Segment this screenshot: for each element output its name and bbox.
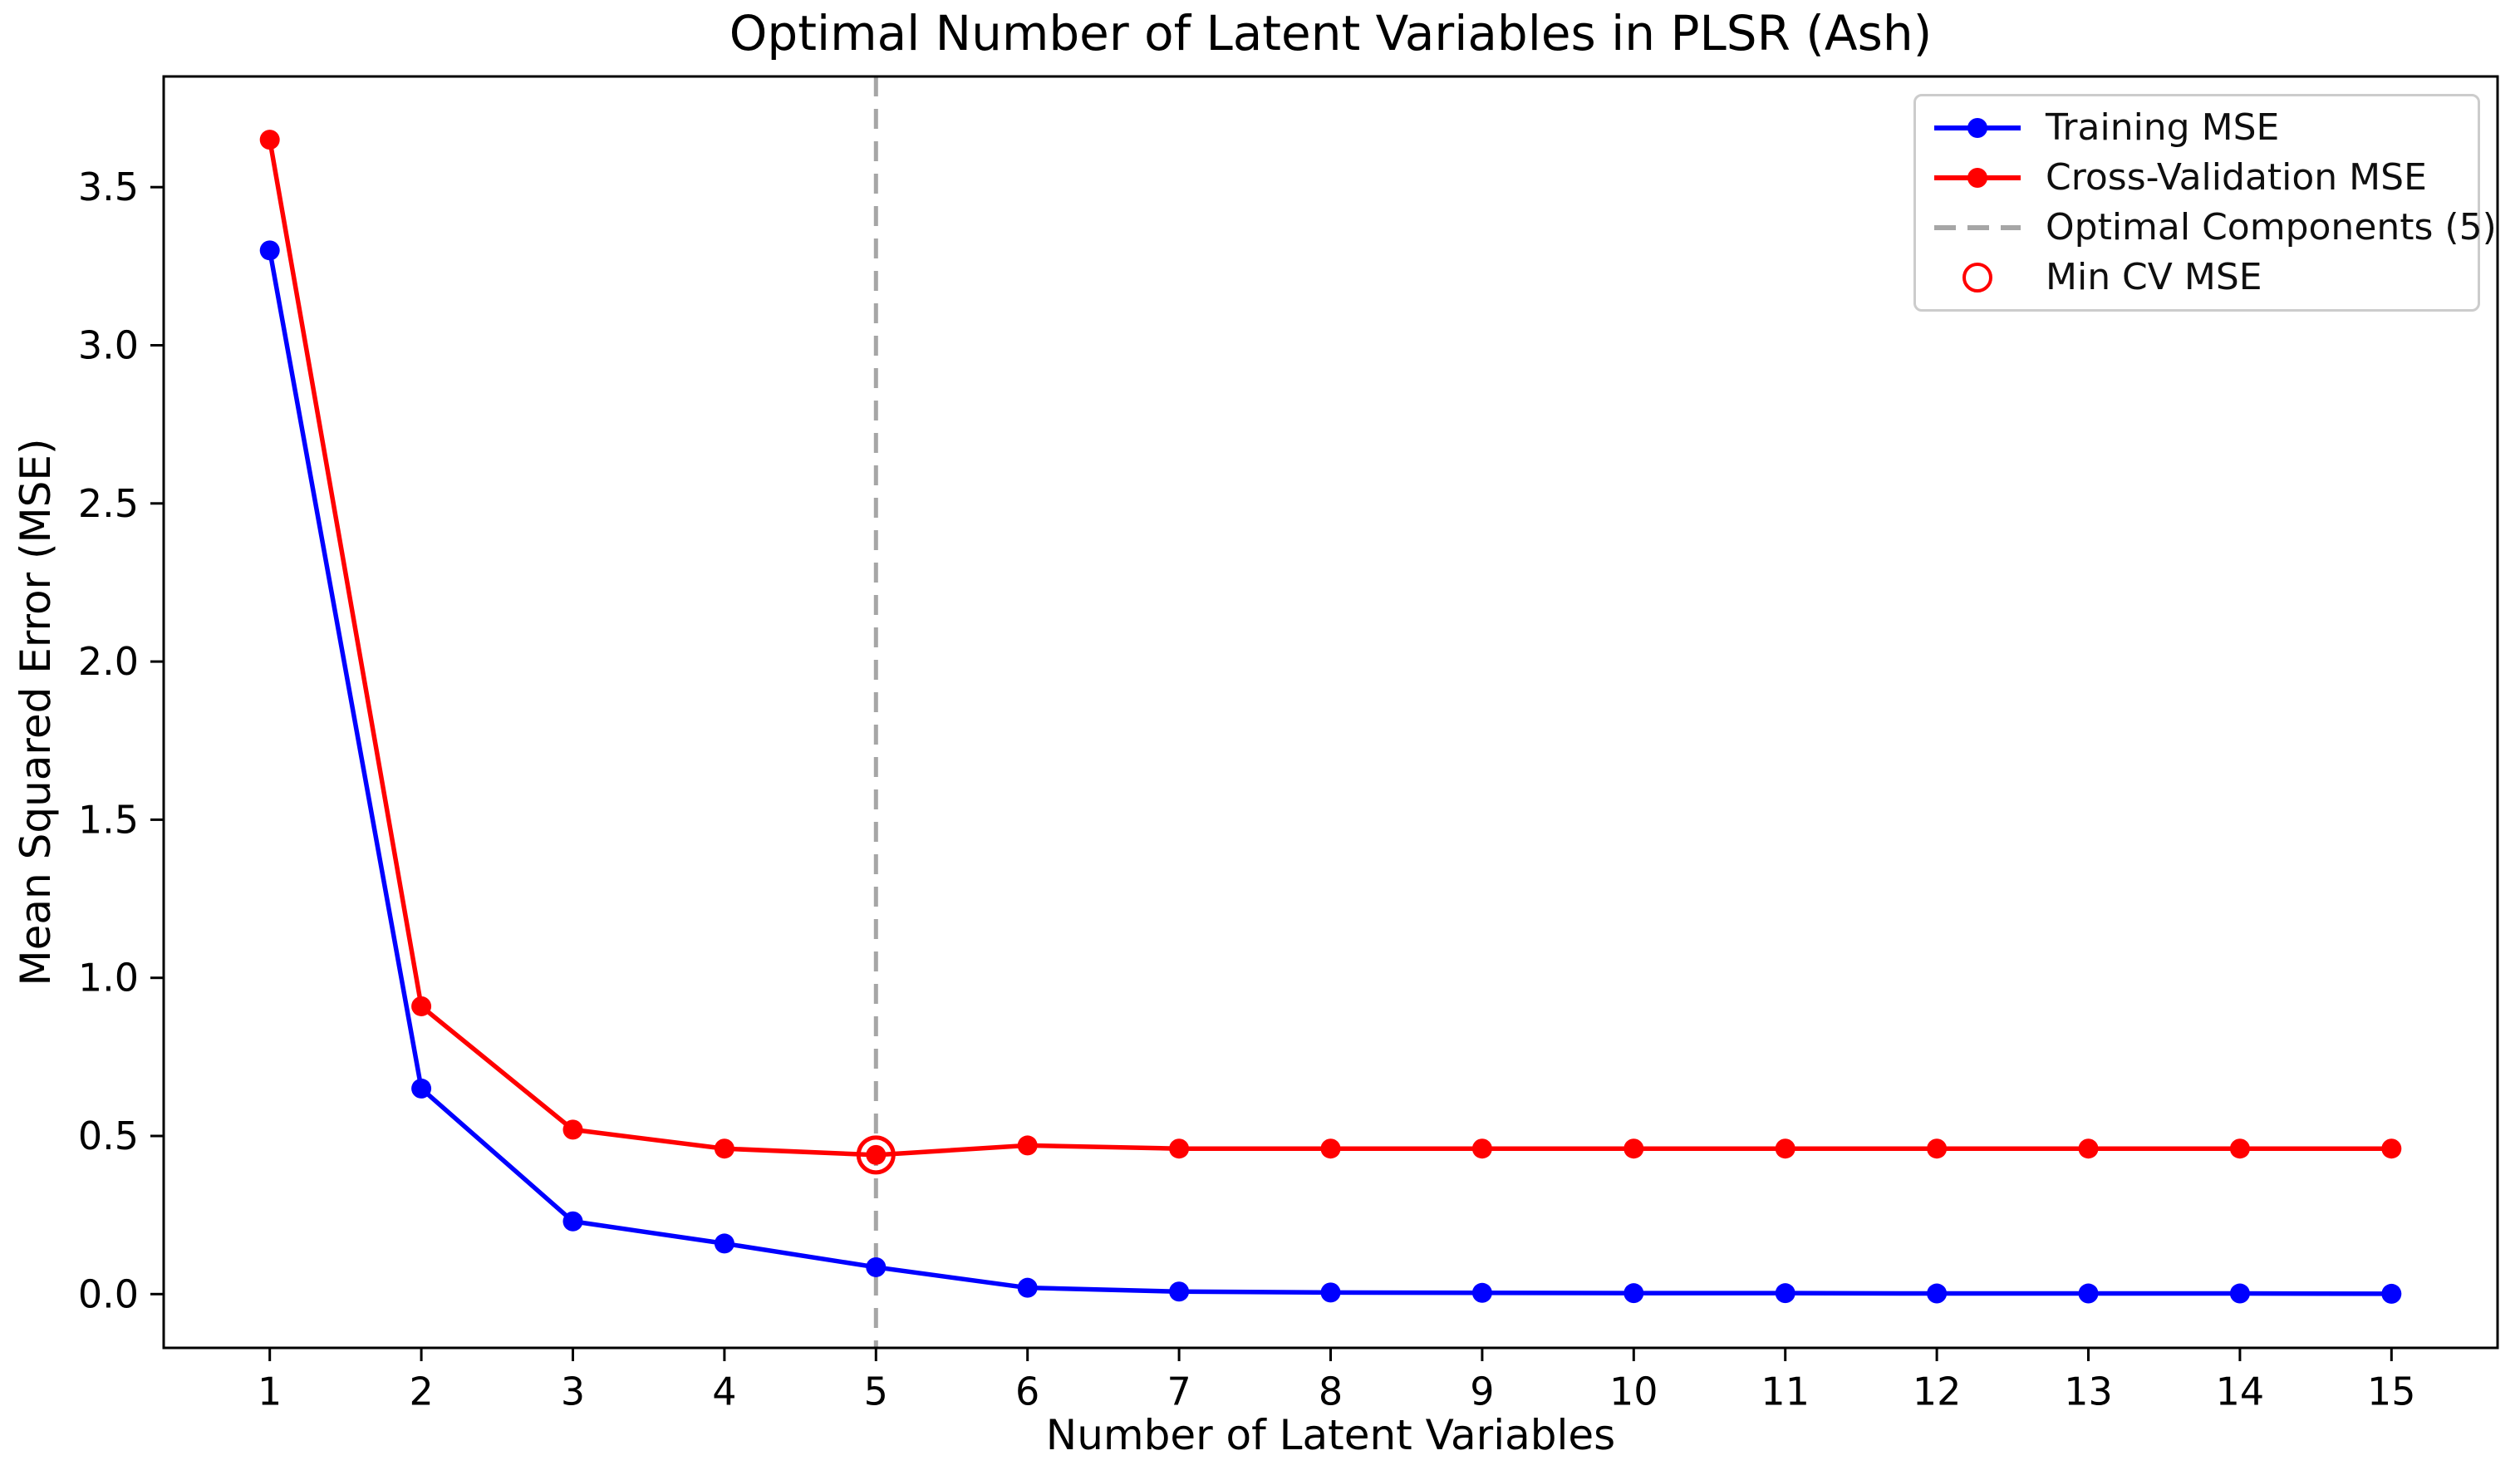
training-mse-point-9 <box>1471 1282 1492 1303</box>
x-tick-label-2: 2 <box>409 1369 433 1414</box>
cross-validation-mse-point-9 <box>1471 1138 1492 1159</box>
cross-validation-mse-point-2 <box>411 996 432 1016</box>
cross-validation-mse-point-11 <box>1775 1138 1795 1159</box>
cv-marker-swatch <box>1967 168 1987 188</box>
x-tick-label-14: 14 <box>2216 1369 2265 1414</box>
legend-label-training-mse: Training MSE <box>2046 106 2280 149</box>
legend-entry-min-cv-mse: Min CV MSE <box>1931 258 2463 297</box>
x-tick-label-5: 5 <box>864 1369 888 1414</box>
min-cv-mse-marker <box>856 1135 896 1175</box>
y-tick-label-0.0: 0.0 <box>78 1271 139 1316</box>
x-tick-label-12: 12 <box>1913 1369 1962 1414</box>
x-tick-label-1: 1 <box>258 1369 282 1414</box>
training-mse-point-7 <box>1169 1281 1190 1302</box>
training-mse-swatch-icon <box>1934 118 2021 138</box>
cross-validation-mse-point-12 <box>1927 1138 1948 1159</box>
x-tick-label-9: 9 <box>1470 1369 1494 1414</box>
y-tick-label-0.5: 0.5 <box>78 1114 139 1158</box>
cross-validation-mse-point-13 <box>2078 1138 2099 1159</box>
legend-label-cv-mse: Cross-Validation MSE <box>2046 156 2427 199</box>
x-tick-label-8: 8 <box>1319 1369 1343 1414</box>
dashed-line-swatch-icon <box>1934 225 2021 230</box>
training-mse-point-12 <box>1927 1283 1948 1304</box>
training-mse-point-1 <box>259 240 280 261</box>
training-mse-point-6 <box>1017 1277 1038 1298</box>
x-tick-label-7: 7 <box>1167 1369 1191 1414</box>
x-tick-label-4: 4 <box>712 1369 736 1414</box>
x-tick-label-6: 6 <box>1015 1369 1039 1414</box>
training-marker-swatch <box>1967 118 1987 138</box>
x-tick-label-11: 11 <box>1761 1369 1810 1414</box>
cross-validation-mse-point-4 <box>714 1138 734 1159</box>
legend: Training MSE Cross-Validation MSE Optima… <box>1913 94 2497 312</box>
cross-validation-mse-point-1 <box>259 130 280 150</box>
legend-label-optimal-components: Optimal Components (5) <box>2046 206 2497 248</box>
training-mse-point-5 <box>866 1256 887 1277</box>
y-tick-label-1.5: 1.5 <box>78 797 139 842</box>
legend-label-min-cv-mse: Min CV MSE <box>2046 256 2262 298</box>
training-mse-point-14 <box>2229 1283 2250 1304</box>
legend-entry-optimal-components: Optimal Components (5) <box>1931 208 2497 248</box>
training-mse-point-13 <box>2078 1283 2099 1304</box>
cross-validation-mse-point-8 <box>1320 1138 1341 1159</box>
cross-validation-mse-point-5 <box>866 1144 887 1165</box>
training-mse-point-8 <box>1320 1282 1341 1303</box>
x-tick-label-10: 10 <box>1609 1369 1658 1414</box>
chart-title: Optimal Number of Latent Variables in PL… <box>729 5 1933 61</box>
cross-validation-mse-point-14 <box>2229 1138 2250 1159</box>
y-tick-label-2.5: 2.5 <box>78 481 139 526</box>
cross-validation-mse-point-7 <box>1169 1138 1190 1159</box>
cross-validation-mse-point-3 <box>562 1119 583 1140</box>
training-mse-point-11 <box>1775 1283 1795 1304</box>
training-mse-point-2 <box>411 1078 432 1099</box>
training-mse-point-4 <box>714 1233 734 1254</box>
cross-validation-mse-point-15 <box>2381 1138 2402 1159</box>
training-mse-point-10 <box>1624 1283 1644 1304</box>
y-axis-label: Mean Squared Error (MSE) <box>12 438 60 986</box>
x-tick-label-15: 15 <box>2367 1369 2416 1414</box>
y-tick-label-2.0: 2.0 <box>78 639 139 684</box>
y-tick-label-3.5: 3.5 <box>78 165 139 209</box>
cross-validation-mse-point-6 <box>1017 1135 1038 1156</box>
x-tick-label-3: 3 <box>561 1369 585 1414</box>
y-tick-label-3.0: 3.0 <box>78 323 139 368</box>
training-mse-line <box>267 249 2392 1296</box>
x-axis-label: Number of Latent Variables <box>1045 1411 1616 1459</box>
training-mse-point-3 <box>562 1211 583 1232</box>
y-tick-label-1.0: 1.0 <box>78 956 139 1001</box>
cv-mse-swatch-icon <box>1934 168 2021 188</box>
legend-entry-cv-mse: Cross-Validation MSE <box>1931 158 2463 198</box>
legend-entry-training-mse: Training MSE <box>1931 108 2463 148</box>
open-circle-swatch-icon <box>1962 263 1992 293</box>
training-mse-point-15 <box>2381 1283 2402 1304</box>
min-cv-ring-swatch <box>1962 263 1992 293</box>
cross-validation-mse-point-10 <box>1624 1138 1644 1159</box>
x-tick-label-13: 13 <box>2064 1369 2113 1414</box>
